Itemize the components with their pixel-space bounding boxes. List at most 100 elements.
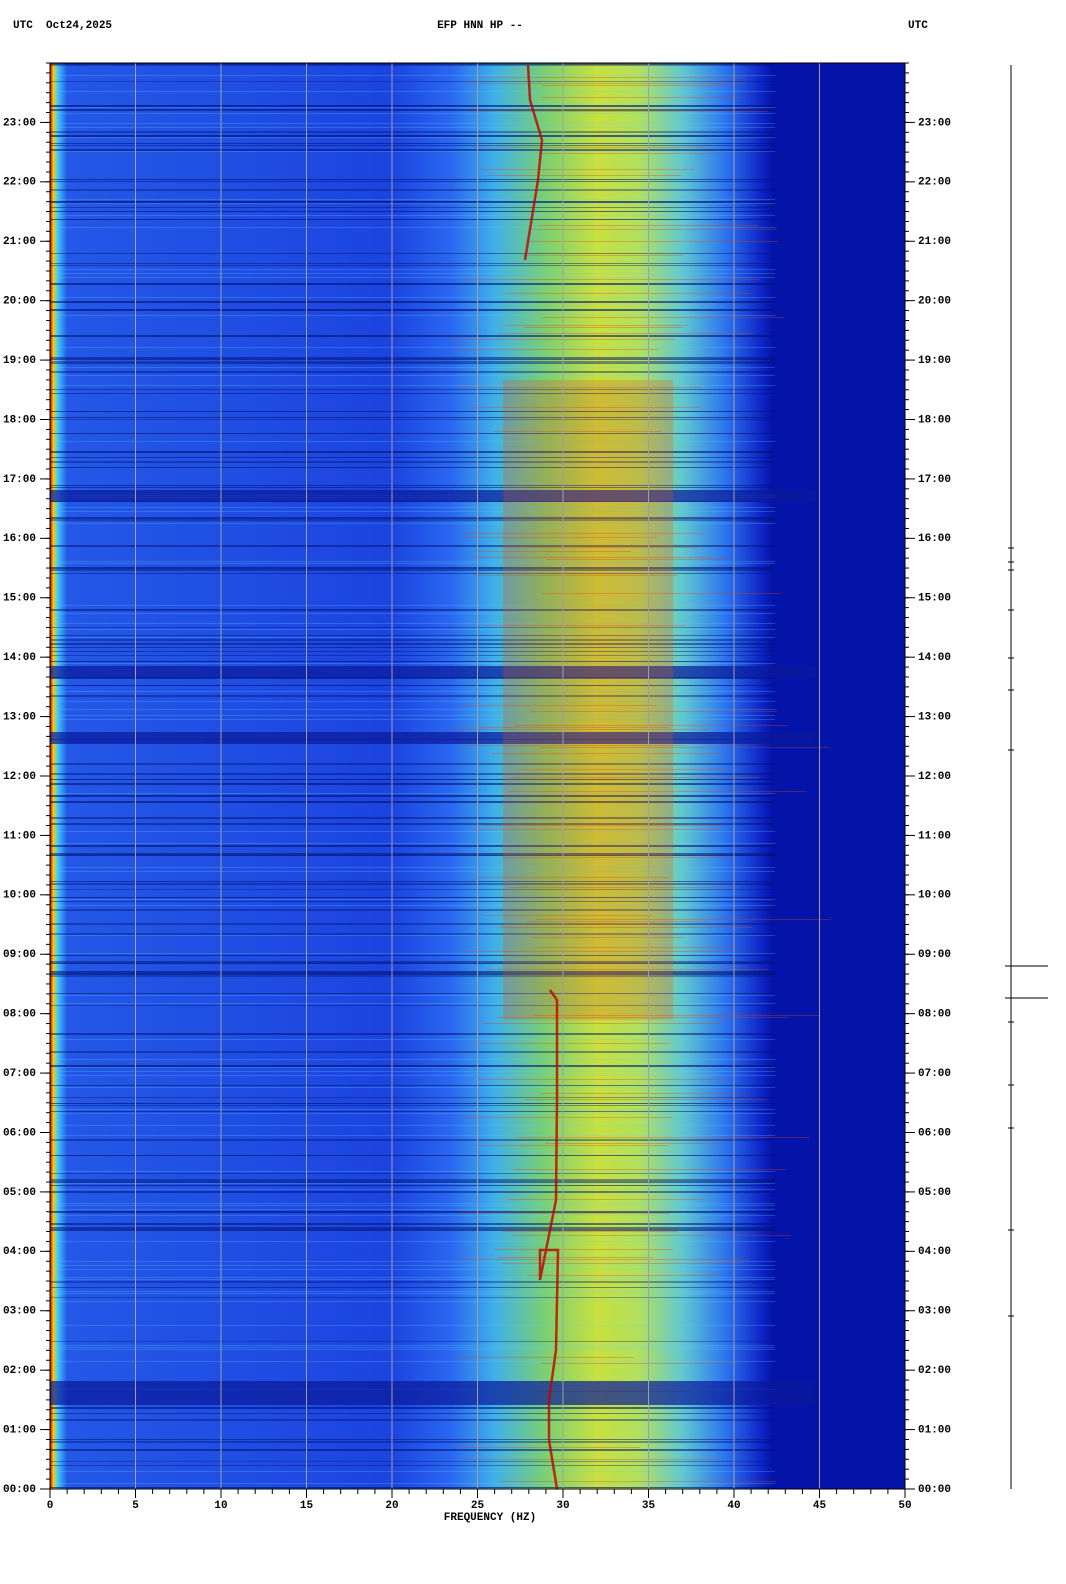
- streak: [50, 273, 775, 274]
- streak: [50, 347, 775, 348]
- streak: [461, 537, 657, 538]
- streak: [477, 1079, 727, 1080]
- streak: [461, 1459, 722, 1460]
- streak: [50, 995, 775, 996]
- streak: [50, 889, 775, 890]
- streak: [50, 211, 775, 212]
- x-tick-label: 30: [556, 1500, 569, 1512]
- y-tick-label: 19:00: [3, 355, 36, 367]
- streak: [50, 1281, 775, 1283]
- x-tick-label: 15: [300, 1500, 314, 1512]
- streak: [461, 533, 706, 534]
- streak: [50, 695, 775, 697]
- streak: [50, 75, 775, 76]
- dark-band: [50, 732, 815, 744]
- title-left: UTC Oct24,2025: [13, 20, 112, 32]
- chart-title: EFP HNN HP --: [437, 20, 523, 32]
- streak: [50, 783, 775, 785]
- streak: [50, 1471, 775, 1472]
- streak: [50, 1205, 775, 1206]
- streak: [546, 559, 732, 560]
- streak: [454, 349, 659, 350]
- streak: [50, 909, 775, 911]
- streak: [532, 937, 685, 938]
- streak: [50, 933, 775, 935]
- streak: [50, 1085, 775, 1086]
- x-tick-label: 45: [813, 1500, 827, 1512]
- streak: [50, 63, 775, 65]
- y-tick-label: 16:00: [3, 533, 36, 545]
- y-tick-label-right: 11:00: [918, 830, 951, 842]
- streak: [482, 825, 726, 826]
- streak: [502, 1231, 677, 1232]
- streak: [50, 1291, 775, 1292]
- streak: [506, 293, 753, 294]
- streak: [473, 147, 710, 148]
- streak: [476, 77, 746, 78]
- streak: [506, 325, 688, 326]
- streak: [50, 637, 775, 638]
- streak: [50, 91, 775, 92]
- streak: [464, 951, 727, 952]
- title-right: UTC: [908, 20, 928, 32]
- streak: [50, 685, 775, 686]
- streak: [50, 643, 775, 645]
- streak: [50, 277, 775, 278]
- streak: [508, 791, 806, 792]
- streak: [50, 487, 775, 488]
- streak: [50, 845, 775, 847]
- y-tick-label-right: 07:00: [918, 1068, 951, 1080]
- y-tick-label: 06:00: [3, 1127, 36, 1139]
- streak: [540, 1363, 733, 1364]
- streak: [473, 1145, 669, 1146]
- streak: [50, 871, 775, 872]
- streak: [50, 573, 775, 574]
- streak: [50, 145, 775, 146]
- streak: [50, 189, 775, 191]
- streak: [50, 1347, 775, 1348]
- streak: [50, 357, 775, 359]
- streak: [50, 1483, 775, 1484]
- x-tick-label: 0: [47, 1500, 54, 1512]
- streak: [50, 613, 775, 614]
- streak: [50, 655, 775, 656]
- streak: [50, 953, 775, 954]
- streak: [519, 769, 728, 770]
- y-tick-label-right: 13:00: [918, 711, 951, 723]
- streak: [50, 359, 775, 360]
- streak: [50, 207, 775, 208]
- streak: [50, 269, 775, 270]
- streak: [50, 1465, 775, 1466]
- streak: [508, 777, 760, 778]
- streak: [497, 1257, 653, 1258]
- streak: [50, 519, 775, 521]
- streak: [526, 921, 708, 922]
- streak: [50, 1325, 775, 1326]
- y-tick-label: 05:00: [3, 1187, 36, 1199]
- streak: [50, 563, 775, 564]
- streak: [50, 1203, 775, 1204]
- streak: [50, 113, 775, 114]
- y-tick-label: 15:00: [3, 593, 36, 605]
- streak: [50, 411, 775, 412]
- y-tick-label-right: 14:00: [918, 652, 951, 664]
- y-tick-label-right: 12:00: [918, 771, 951, 783]
- streak: [50, 773, 775, 775]
- streak: [483, 915, 652, 916]
- streak: [453, 1213, 670, 1214]
- streak: [452, 1357, 634, 1358]
- streak: [50, 923, 775, 925]
- streak: [50, 361, 775, 363]
- streak: [50, 609, 775, 611]
- y-tick-label-right: 04:00: [918, 1246, 951, 1258]
- streak: [459, 745, 686, 746]
- streak: [50, 507, 775, 508]
- streak: [459, 705, 657, 706]
- streak: [50, 1227, 775, 1229]
- y-tick-label: 12:00: [3, 771, 36, 783]
- dark-band: [50, 490, 815, 502]
- streak: [50, 823, 775, 825]
- streak: [50, 385, 775, 386]
- streak: [50, 1269, 775, 1270]
- streak: [486, 969, 769, 970]
